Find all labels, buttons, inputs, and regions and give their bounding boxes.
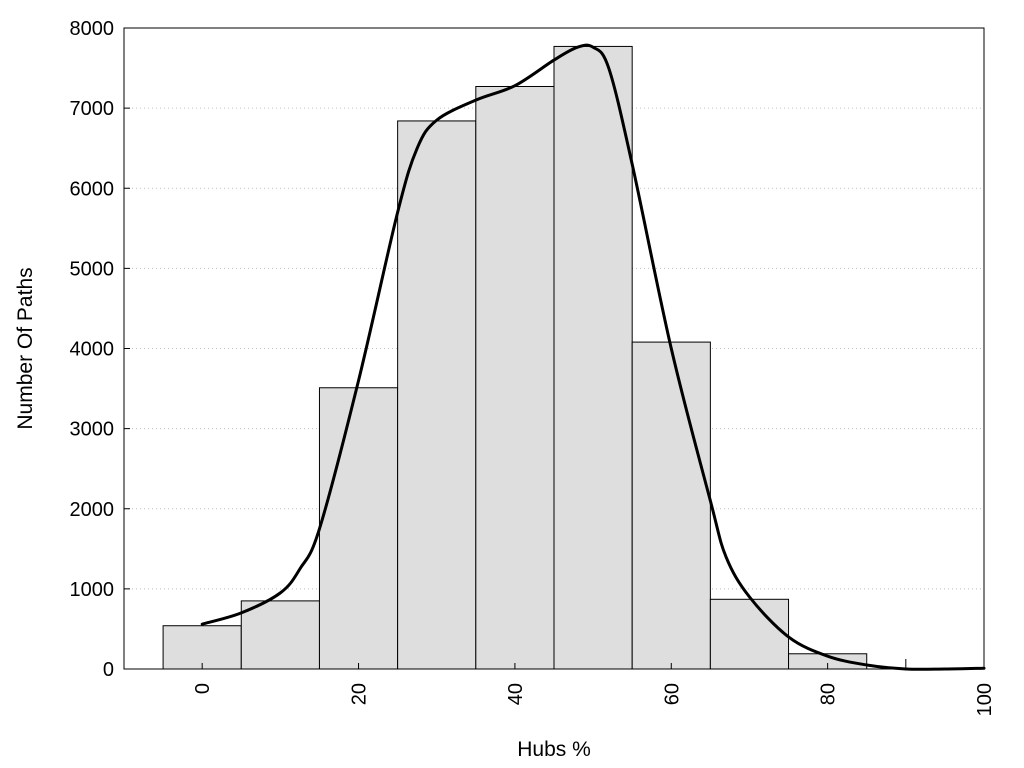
grid-layer	[124, 107, 984, 590]
y-tick-label: 0	[103, 659, 114, 681]
y-tick-label: 8000	[70, 18, 115, 40]
x-tick-label: 60	[661, 683, 683, 705]
histogram-bar	[475, 85, 555, 670]
y-tick-label: 3000	[70, 419, 115, 441]
y-tick-label: 2000	[70, 499, 115, 521]
histogram-bar	[397, 120, 477, 670]
tick-layer: 0 1000 2000 3000 4000 5000 6000 7000 8000 0 20 40 60…	[70, 18, 997, 716]
y-tick-label: 5000	[70, 258, 115, 280]
y-tick-label: 1000	[70, 579, 115, 601]
curve-layer	[200, 43, 986, 671]
y-tick-label: 4000	[70, 339, 115, 361]
histogram-bar	[318, 387, 399, 670]
y-tick-label: 6000	[70, 178, 115, 200]
y-tick-label: 7000	[70, 98, 115, 120]
x-tick-label: 80	[818, 683, 840, 705]
bar-layer	[162, 45, 868, 670]
histogram-bar	[631, 341, 711, 670]
x-tick-label: 40	[505, 683, 527, 705]
histogram-bar	[162, 625, 242, 670]
density-curve	[200, 43, 986, 671]
x-tick-label: 20	[349, 683, 371, 705]
x-axis-label: Hubs %	[517, 738, 591, 761]
histogram-bar	[240, 600, 320, 670]
histogram-bar	[553, 45, 633, 670]
x-tick-label: 0	[192, 683, 214, 694]
x-tick-label: 100	[974, 683, 996, 716]
y-axis-label: Number Of Paths	[14, 267, 37, 429]
histogram-bar	[709, 598, 790, 670]
